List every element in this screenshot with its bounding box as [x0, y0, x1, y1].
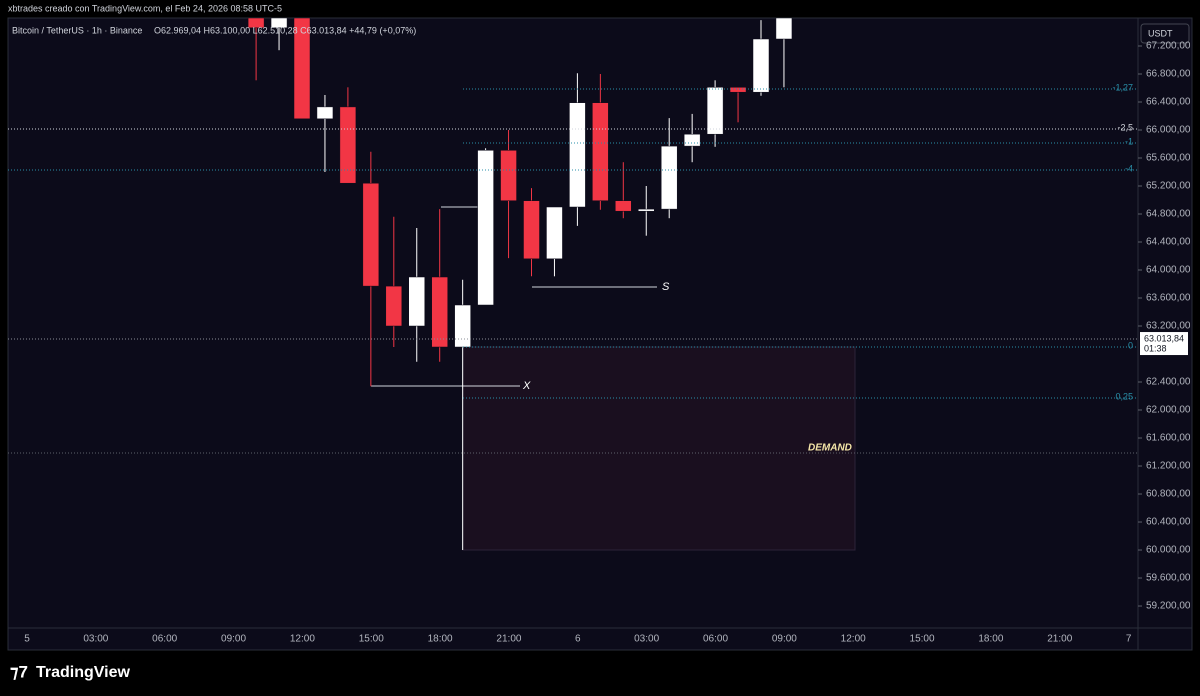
y-tick-label: 61.200,00 [1146, 461, 1191, 472]
candle-body [523, 200, 540, 260]
brand: TradingView [36, 664, 131, 681]
candle-body [385, 285, 403, 327]
symbol: Bitcoin / TetherUS · 1h · Binance [12, 25, 142, 35]
x-tick-label: 09:00 [221, 634, 246, 645]
y-tick-label: 60.000,00 [1146, 545, 1191, 556]
logo-mark: ⁊7 [10, 662, 28, 681]
countdown: 01:38 [1144, 343, 1167, 353]
y-tick-label: 64.400,00 [1146, 237, 1191, 248]
x-tick-label: 18:00 [978, 634, 1003, 645]
plot [247, 18, 856, 551]
x-tick-label: 15:00 [359, 634, 384, 645]
currency[interactable]: USDT [1148, 28, 1173, 38]
candle-body [339, 106, 357, 184]
y-tick-label: 66.800,00 [1146, 69, 1191, 80]
x-tick-label: 03:00 [83, 634, 108, 645]
x-tick-label: 21:00 [496, 634, 521, 645]
y-tick-label: 65.200,00 [1146, 181, 1191, 192]
candle-body [592, 102, 609, 201]
y-tick-label: 60.400,00 [1146, 517, 1191, 528]
fib-label: -1 [1125, 136, 1133, 146]
candle-body [729, 87, 747, 93]
y-tick-label: 63.600,00 [1146, 293, 1191, 304]
y-tick-label: 67.200,00 [1146, 41, 1191, 52]
x-tick-label: 5 [24, 634, 30, 645]
y-tick-label: 64.800,00 [1146, 209, 1191, 220]
x-tick-label: 7 [1126, 634, 1132, 645]
currency-button[interactable] [1140, 23, 1190, 44]
caption: xbtrades creado con TradingView.com, el … [8, 3, 282, 13]
candle-body [569, 102, 586, 208]
candle-body [775, 18, 793, 40]
y-tick-label: 66.400,00 [1146, 97, 1191, 108]
candle-body [615, 200, 632, 212]
candle-body [752, 38, 770, 93]
candle-body [431, 276, 448, 348]
y-tick-label: 61.600,00 [1146, 433, 1191, 444]
candle-body [454, 304, 471, 348]
candle-body [683, 133, 701, 147]
candle-body [500, 150, 517, 201]
demand-zone [462, 346, 856, 551]
candle-body [316, 106, 334, 120]
last-price-tag [1140, 332, 1188, 356]
fib-label: 0,25 [1115, 391, 1133, 401]
x-tick-label: 12:00 [841, 634, 866, 645]
x-tick-label: 6 [575, 634, 581, 645]
candle-body [477, 150, 494, 306]
x-label: X [522, 380, 531, 392]
x-tick-label: 06:00 [703, 634, 728, 645]
fib-label: -2,5 [1117, 122, 1133, 132]
fib-label: -4 [1125, 163, 1133, 173]
candle-body [247, 18, 265, 29]
fib-label: -1,27 [1112, 82, 1133, 92]
y-tick-label: 64.000,00 [1146, 265, 1191, 276]
candle-body [293, 18, 311, 120]
x-tick-label: 15:00 [910, 634, 935, 645]
x-tick-label: 12:00 [290, 634, 315, 645]
fib-label: 0 [1128, 340, 1133, 350]
y-tick-label: 66.000,00 [1146, 125, 1191, 136]
x-tick-label: 09:00 [772, 634, 797, 645]
y-tick-label: 62.000,00 [1146, 405, 1191, 416]
x-tick-label: 18:00 [428, 634, 453, 645]
y-tick-label: 59.600,00 [1146, 573, 1191, 584]
ohlc-legend: O62.969,04 H63.100,00 L62.510,28 C63.013… [154, 25, 416, 35]
y-tick-label: 65.600,00 [1146, 153, 1191, 164]
x-tick-label: 03:00 [634, 634, 659, 645]
s-label: S [662, 281, 670, 293]
y-tick-label: 62.400,00 [1146, 377, 1191, 388]
x-tick-label: 06:00 [152, 634, 177, 645]
candle-body [546, 206, 563, 260]
zone-label: DEMAND [808, 443, 852, 454]
candle-body [270, 18, 288, 29]
x-tick-label: 21:00 [1047, 634, 1072, 645]
candle-body [706, 87, 724, 135]
y-tick-label: 60.800,00 [1146, 489, 1191, 500]
candle-body [362, 182, 380, 287]
candle-body [660, 145, 678, 210]
last-price-label: 63.013,84 [1144, 333, 1184, 343]
candle-body [638, 208, 655, 212]
y-tick-label: 59.200,00 [1146, 601, 1191, 612]
y-tick-label: 63.200,00 [1146, 321, 1191, 332]
candle-body [408, 276, 425, 327]
